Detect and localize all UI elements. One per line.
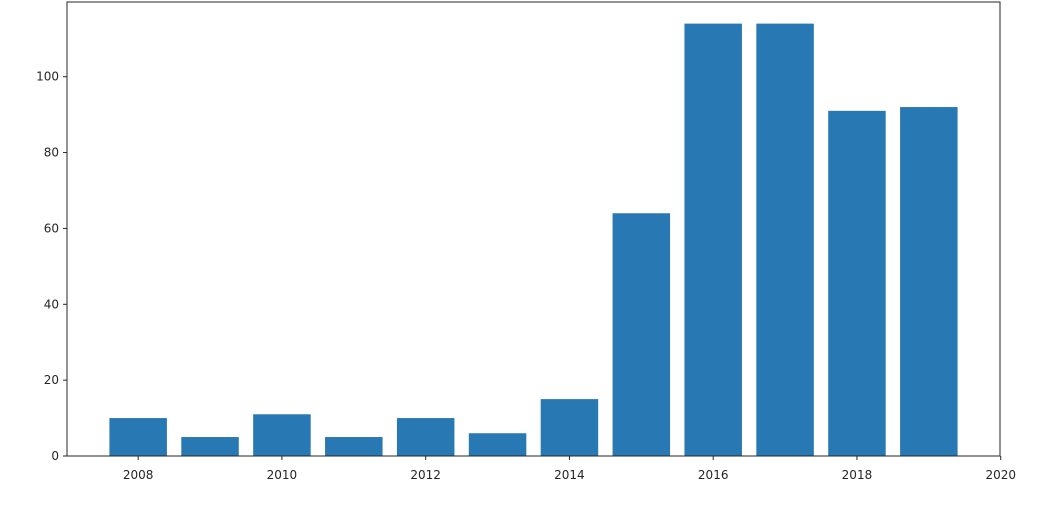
y-tick-label: 100 xyxy=(36,70,59,84)
bar xyxy=(181,437,239,456)
bar xyxy=(396,418,455,456)
bar xyxy=(540,399,599,456)
x-tick-label: 2008 xyxy=(123,468,154,482)
bar xyxy=(684,23,742,456)
x-tick-label: 2010 xyxy=(267,468,298,482)
bar xyxy=(756,23,814,456)
bar xyxy=(612,213,671,456)
plot-frame xyxy=(66,1,1001,457)
y-tick-label: 20 xyxy=(44,373,59,387)
x-tick-label: 2012 xyxy=(410,468,441,482)
x-tick-label: 2016 xyxy=(698,468,729,482)
x-tick-label: 2020 xyxy=(985,468,1016,482)
bar xyxy=(828,110,886,457)
bar xyxy=(109,418,167,456)
x-tick-label: 2018 xyxy=(842,468,873,482)
bar xyxy=(325,437,383,456)
y-tick-label: 40 xyxy=(44,297,59,311)
y-tick-label: 0 xyxy=(51,449,59,463)
bar xyxy=(468,433,527,456)
bar xyxy=(253,414,311,456)
x-tick-label: 2014 xyxy=(554,468,585,482)
y-tick-label: 80 xyxy=(44,146,59,160)
y-tick-label: 60 xyxy=(44,221,59,235)
bar xyxy=(900,107,958,457)
